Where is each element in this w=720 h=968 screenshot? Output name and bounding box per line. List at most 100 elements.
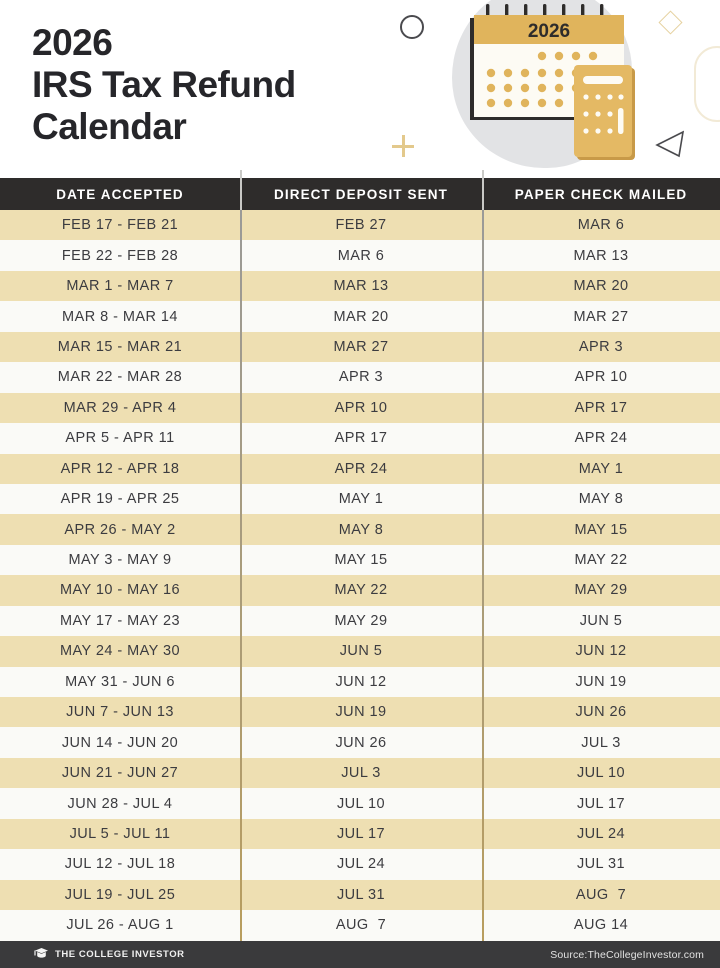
column-header-date-accepted: DATE ACCEPTED	[56, 186, 184, 202]
table-row: FEB 17 - FEB 21 FEB 27 MAR 6	[0, 210, 720, 241]
table-cell: JUL 3	[581, 734, 621, 751]
table-row: MAY 31 - JUN 6 JUN 12 JUN 19	[0, 666, 720, 697]
table-row: APR 5 - APR 11 APR 17 APR 24	[0, 423, 720, 454]
table-cell: MAR 27	[573, 308, 629, 325]
table-cell: MAR 15 - MAR 21	[57, 338, 183, 355]
table-cell: MAR 6	[337, 247, 385, 264]
table-row: JUN 28 - JUL 4 JUL 10 JUL 17	[0, 788, 720, 819]
table-cell: APR 17	[334, 430, 388, 447]
table-cell: FEB 27	[335, 217, 387, 234]
title-line-main: IRS Tax Refund	[32, 63, 296, 105]
column-header-paper-check-mailed: PAPER CHECK MAILED	[514, 186, 688, 202]
table-cell: JUL 10	[576, 765, 626, 782]
table-row: FEB 22 - FEB 28 MAR 6 MAR 13	[0, 240, 720, 271]
table-cell: JUL 17	[336, 825, 386, 842]
table-cell: MAR 1 - MAR 7	[66, 278, 174, 295]
table-cell: MAR 22 - MAR 28	[57, 369, 183, 386]
table-row: MAR 8 - MAR 14 MAR 20 MAR 27	[0, 301, 720, 332]
table-cell: JUN 12	[575, 643, 627, 660]
table-row: JUN 21 - JUN 27 JUL 3 JUL 10	[0, 757, 720, 789]
table-cell: JUN 19	[335, 704, 387, 721]
column-divider-1	[240, 170, 242, 941]
table-cell: JUN 19	[575, 673, 627, 690]
table-cell: JUN 12	[335, 673, 387, 690]
table-cell: JUL 10	[336, 795, 386, 812]
table-cell: JUL 26 - AUG 1	[66, 917, 174, 934]
table-cell: JUL 24	[576, 825, 626, 842]
table-cell: JUL 31	[336, 886, 386, 903]
table-cell: MAR 8 - MAR 14	[62, 308, 178, 325]
table-row: MAR 29 - APR 4 APR 10 APR 17	[0, 392, 720, 424]
table-cell: APR 19 - APR 25	[60, 491, 180, 508]
table-row: MAR 15 - MAR 21 MAR 27 APR 3	[0, 331, 720, 363]
table-cell: JUL 31	[576, 856, 626, 873]
table-cell: MAR 6	[577, 217, 625, 234]
table-cell: JUL 24	[336, 856, 386, 873]
page-title: 2026 IRS Tax Refund Calendar	[32, 22, 296, 147]
table-cell: MAY 1	[338, 491, 384, 508]
page-footer: THE COLLEGE INVESTOR Source:TheCollegeIn…	[0, 941, 720, 968]
table-row: APR 19 - APR 25 MAY 1 MAY 8	[0, 483, 720, 515]
table-cell: MAY 8	[578, 491, 624, 508]
table-cell: MAY 1	[578, 460, 624, 477]
table-cell: MAY 8	[338, 521, 384, 538]
table-cell: MAR 13	[333, 278, 389, 295]
table-cell: JUL 5 - JUL 11	[69, 825, 171, 842]
table-cell: MAR 20	[573, 278, 629, 295]
brand-name: THE COLLEGE INVESTOR	[55, 949, 185, 960]
page-header: 2026	[0, 0, 720, 178]
table-cell: APR 10	[574, 369, 628, 386]
table-body: FEB 17 - FEB 21 FEB 27 MAR 6 FEB 22 - FEB 2…	[0, 170, 720, 941]
table-row: MAR 22 - MAR 28 APR 3 APR 10	[0, 362, 720, 393]
table-cell: MAY 22	[574, 552, 628, 569]
table-cell: MAR 29 - APR 4	[63, 399, 177, 416]
table-row: JUN 14 - JUN 20 JUN 26 JUL 3	[0, 727, 720, 758]
table-cell: JUN 14 - JUN 20	[61, 734, 179, 751]
table-cell: APR 5 - APR 11	[65, 430, 175, 447]
table-row: MAY 24 - MAY 30 JUN 5 JUN 12	[0, 636, 720, 667]
table-row: MAY 17 - MAY 23 MAY 29 JUN 5	[0, 605, 720, 637]
plus-mark-icon	[392, 135, 414, 157]
calendar-illustration: 2026	[452, 0, 720, 176]
table-cell: JUN 26	[335, 734, 387, 751]
table-cell: MAY 3 - MAY 9	[68, 552, 172, 569]
table-cell: JUN 26	[575, 704, 627, 721]
table-cell: MAY 15	[334, 552, 388, 569]
table-row: MAY 10 - MAY 16 MAY 22 MAY 29	[0, 575, 720, 606]
table-cell: AUG 14	[573, 917, 629, 934]
table-cell: FEB 22 - FEB 28	[61, 247, 179, 264]
column-header-direct-deposit-sent: DIRECT DEPOSIT SENT	[274, 186, 448, 202]
table-cell: JUN 21 - JUN 27	[61, 765, 179, 782]
table-cell: MAR 20	[333, 308, 389, 325]
rounded-rect-outline-icon	[694, 46, 720, 122]
refund-schedule-table: DATE ACCEPTED DIRECT DEPOSIT SENT PAPER …	[0, 170, 720, 941]
table-row: JUL 26 - AUG 1 AUG 7 AUG 14	[0, 910, 720, 941]
table-cell: MAY 17 - MAY 23	[59, 612, 181, 629]
table-cell: MAY 29	[334, 612, 388, 629]
brand-logo: THE COLLEGE INVESTOR	[34, 946, 185, 964]
triangle-outline-icon	[655, 130, 685, 158]
table-cell: APR 24	[334, 460, 388, 477]
table-row: APR 26 - MAY 2 MAY 8 MAY 15	[0, 514, 720, 545]
table-row: APR 12 - APR 18 APR 24 MAY 1	[0, 453, 720, 484]
table-row: JUL 5 - JUL 11 JUL 17 JUL 24	[0, 818, 720, 850]
table-cell: MAY 24 - MAY 30	[59, 643, 181, 660]
table-cell: JUN 28 - JUL 4	[67, 795, 173, 812]
svg-text:2026: 2026	[528, 21, 570, 42]
table-cell: JUN 5	[579, 612, 623, 629]
table-cell: JUN 5	[339, 643, 383, 660]
table-cell: JUN 7 - JUN 13	[66, 704, 174, 721]
table-cell: FEB 17 - FEB 21	[61, 217, 179, 234]
title-line-sub: Calendar	[32, 105, 187, 147]
table-row: MAR 1 - MAR 7 MAR 13 MAR 20	[0, 270, 720, 302]
table-cell: JUL 17	[576, 795, 626, 812]
table-cell: JUL 3	[341, 765, 381, 782]
table-cell: APR 12 - APR 18	[60, 460, 180, 477]
table-cell: MAR 27	[333, 338, 389, 355]
table-cell: APR 17	[574, 399, 628, 416]
table-cell: JUL 19 - JUL 25	[64, 886, 176, 903]
table-header-row: DATE ACCEPTED DIRECT DEPOSIT SENT PAPER …	[0, 178, 720, 210]
table-cell: JUL 12 - JUL 18	[64, 856, 176, 873]
source-credit: Source:TheCollegeInvestor.com	[550, 948, 704, 961]
title-line-year: 2026	[32, 22, 113, 63]
